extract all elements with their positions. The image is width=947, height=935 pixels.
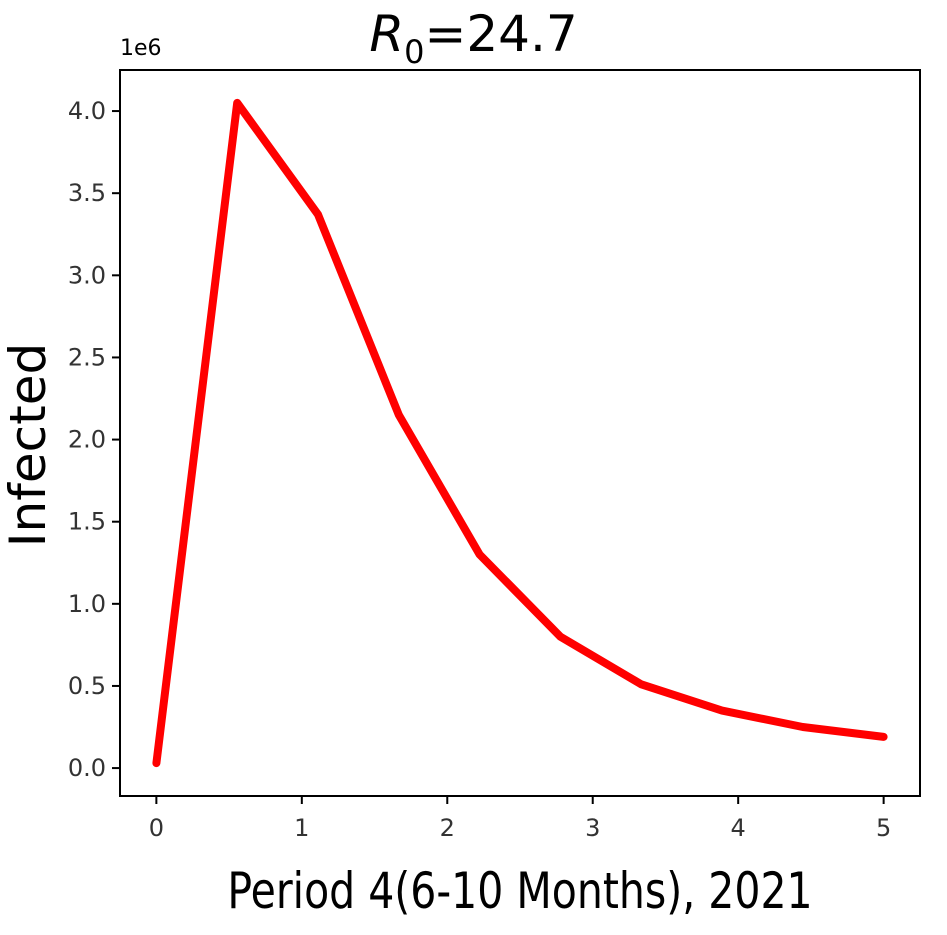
y-tick-label: 4.0 (68, 97, 106, 125)
title-symbol: R (369, 5, 405, 63)
y-tick-label: 1.0 (68, 590, 106, 618)
y-tick-label: 2.0 (68, 426, 106, 454)
y-tick-label: 2.5 (68, 343, 106, 371)
x-tick-label: 0 (149, 814, 164, 842)
series-layer (152, 98, 888, 768)
y-tick-label: 0.0 (68, 754, 106, 782)
x-tick-label: 4 (731, 814, 746, 842)
title-subscript: 0 (404, 33, 425, 71)
y-axis-ticks: 0.0 0.5 1.0 1.5 2.0 2.5 3.0 3.5 4.0 (68, 97, 120, 782)
y-tick-label: 0.5 (68, 672, 106, 700)
y-tick-label: 1.5 (68, 508, 106, 536)
x-tick-label: 2 (440, 814, 455, 842)
title-value: =24.7 (424, 5, 578, 63)
infected-series-line (152, 98, 888, 768)
x-axis-ticks: 0 1 2 3 4 5 (149, 796, 891, 842)
y-tick-label: 3.0 (68, 261, 106, 289)
y-offset-label: 1e6 (120, 36, 162, 61)
x-tick-label: 1 (294, 814, 309, 842)
x-tick-label: 5 (876, 814, 891, 842)
plot-frame (119, 69, 921, 797)
x-tick-label: 3 (585, 814, 600, 842)
x-axis-label: Period 4(6-10 Months), 2021 (227, 862, 813, 920)
chart-title: R0=24.7 (0, 4, 947, 71)
y-axis-label: Infected (0, 342, 57, 548)
y-tick-label: 3.5 (68, 179, 106, 207)
